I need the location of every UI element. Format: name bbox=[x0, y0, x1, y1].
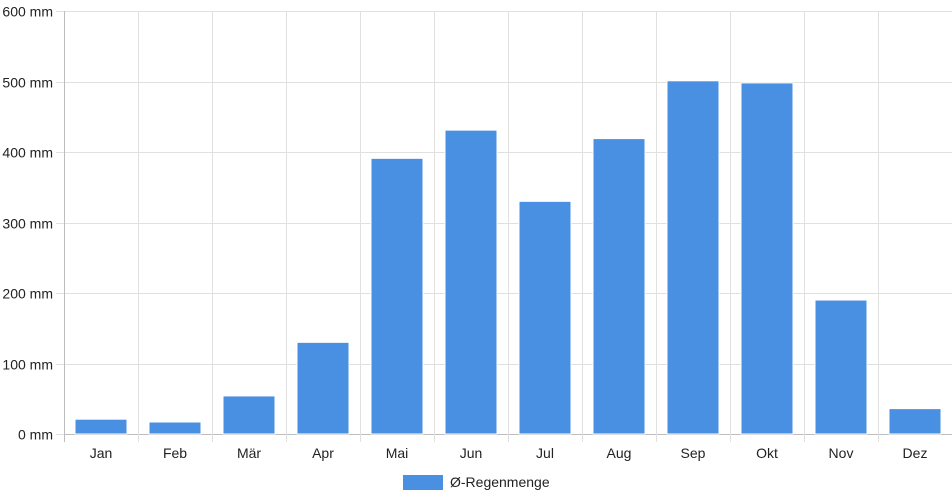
bar-dez[interactable] bbox=[888, 408, 942, 435]
bar-jul[interactable] bbox=[518, 200, 572, 435]
x-tick-label: Mai bbox=[386, 445, 409, 461]
bar-sep[interactable] bbox=[666, 80, 720, 435]
y-tick-label: 600 mm bbox=[2, 4, 53, 20]
bar-apr[interactable] bbox=[296, 341, 350, 435]
y-tick-label: 0 mm bbox=[18, 427, 53, 443]
x-axis-ticks: Jan Feb Mär Apr Mai Jun Jul Aug Sep Okt Nov Dez bbox=[90, 445, 928, 461]
y-tick-label: 100 mm bbox=[2, 357, 53, 373]
x-tick-label: Mär bbox=[237, 445, 261, 461]
legend[interactable]: Ø-Regenmenge bbox=[403, 474, 550, 490]
bar-okt[interactable] bbox=[740, 82, 794, 435]
x-tick-label: Aug bbox=[607, 445, 632, 461]
x-tick-label: Jun bbox=[460, 445, 483, 461]
legend-label[interactable]: Ø-Regenmenge bbox=[450, 474, 550, 490]
bar-feb[interactable] bbox=[148, 421, 202, 435]
bar-aug[interactable] bbox=[592, 138, 646, 435]
y-axis-ticks: 0 mm 100 mm 200 mm 300 mm 400 mm 500 mm 600 mm bbox=[2, 4, 53, 443]
x-tick-label: Okt bbox=[756, 445, 778, 461]
x-tick-label: Jul bbox=[536, 445, 554, 461]
bar-nov[interactable] bbox=[814, 299, 868, 435]
grid-lines bbox=[56, 11, 952, 442]
y-tick-label: 200 mm bbox=[2, 286, 53, 302]
x-tick-label: Apr bbox=[312, 445, 334, 461]
y-tick-label: 500 mm bbox=[2, 75, 53, 91]
bar-mai[interactable] bbox=[370, 157, 424, 435]
x-tick-label: Jan bbox=[90, 445, 113, 461]
legend-swatch[interactable] bbox=[403, 475, 443, 490]
y-tick-label: 300 mm bbox=[2, 216, 53, 232]
bar-jan[interactable] bbox=[74, 418, 128, 435]
bar-jun[interactable] bbox=[444, 129, 498, 435]
x-tick-label: Nov bbox=[829, 445, 854, 461]
bar-mär[interactable] bbox=[222, 395, 276, 435]
bars bbox=[74, 80, 942, 435]
x-tick-label: Sep bbox=[681, 445, 706, 461]
x-tick-label: Dez bbox=[903, 445, 928, 461]
y-tick-label: 400 mm bbox=[2, 145, 53, 161]
x-tick-label: Feb bbox=[163, 445, 187, 461]
